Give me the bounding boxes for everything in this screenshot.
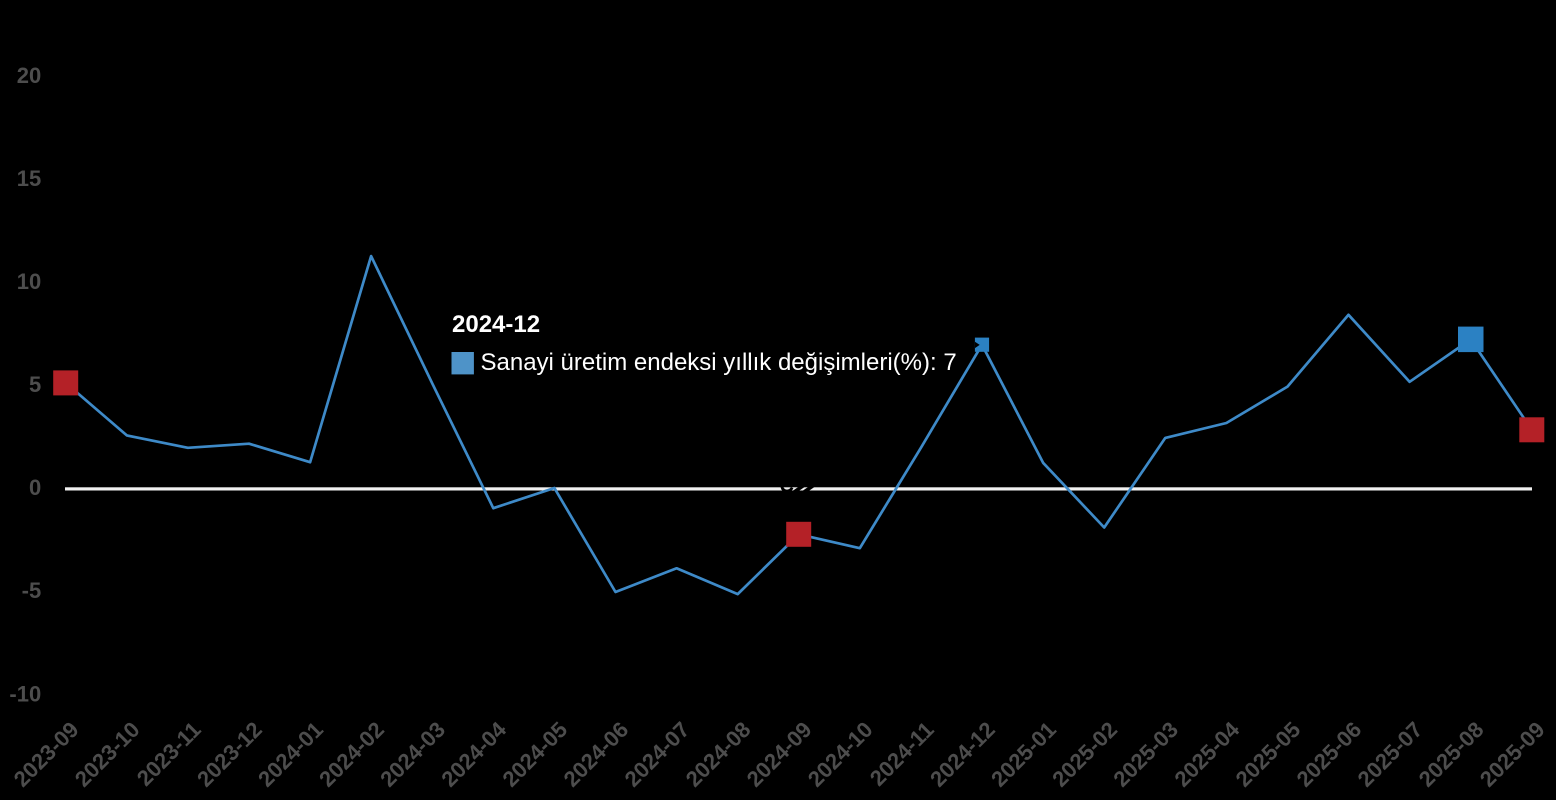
svg-text:10: 10 <box>17 269 41 294</box>
svg-text:5: 5 <box>29 372 41 397</box>
svg-text:-10: -10 <box>9 681 41 706</box>
svg-text:2024-12: 2024-12 <box>452 311 540 338</box>
svg-text:15: 15 <box>17 166 41 191</box>
svg-text:Sanayi üretim endeksi yıllık d: Sanayi üretim endeksi yıllık değişimleri… <box>481 349 957 376</box>
svg-text:-5: -5 <box>22 578 42 603</box>
svg-text:20: 20 <box>17 63 41 88</box>
svg-text:0: 0 <box>29 475 41 500</box>
